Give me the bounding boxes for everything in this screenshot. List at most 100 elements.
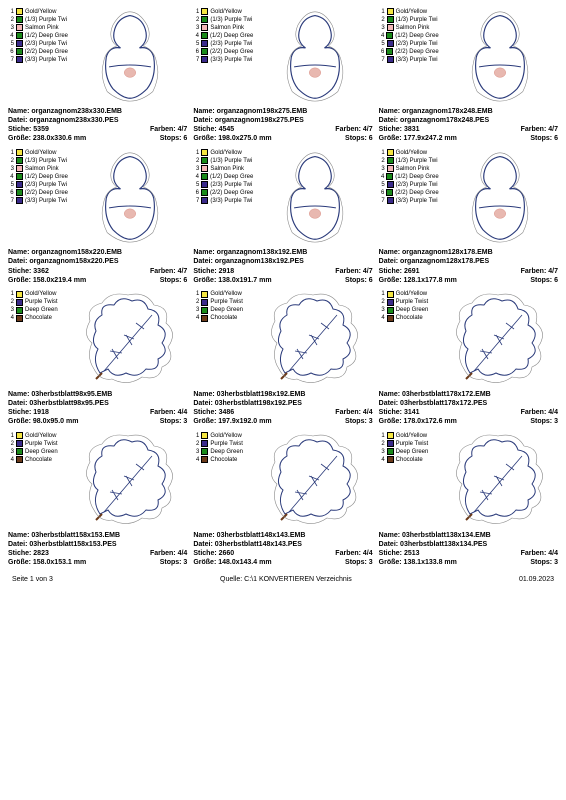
- legend-row: 1Gold/Yellow: [379, 291, 439, 298]
- legend-row: 4(1/2) Deep Gree: [8, 173, 68, 180]
- legend-row: 1Gold/Yellow: [8, 291, 68, 298]
- legend-row: 4Chocolate: [8, 456, 68, 463]
- legend-row: 1Gold/Yellow: [8, 432, 68, 439]
- color-legend: 1Gold/Yellow2(1/3) Purple Twi3Salmon Pin…: [379, 8, 439, 103]
- legend-row: 2(1/3) Purple Twi: [379, 157, 439, 164]
- design-info: Name: organzagnom178x248.EMBDatei: organ…: [379, 107, 558, 143]
- color-legend: 1Gold/Yellow2Purple Twist3Deep Green4Cho…: [8, 432, 68, 527]
- color-legend: 1Gold/Yellow2(1/3) Purple Twi3Salmon Pin…: [193, 149, 253, 244]
- legend-row: 3Salmon Pink: [193, 24, 253, 31]
- legend-row: 2(1/3) Purple Twi: [193, 157, 253, 164]
- legend-row: 3Salmon Pink: [379, 24, 439, 31]
- legend-row: 4(1/2) Deep Gree: [193, 32, 253, 39]
- design-info: Name: organzagnom128x178.EMBDatei: organ…: [379, 248, 558, 284]
- legend-row: 5(2/3) Purple Twi: [193, 181, 253, 188]
- legend-row: 5(2/3) Purple Twi: [193, 40, 253, 47]
- legend-row: 1Gold/Yellow: [193, 149, 253, 156]
- legend-row: 2Purple Twist: [8, 440, 68, 447]
- color-legend: 1Gold/Yellow2Purple Twist3Deep Green4Cho…: [193, 432, 253, 527]
- legend-row: 2(1/3) Purple Twi: [379, 16, 439, 23]
- design-thumbnail: [72, 291, 187, 386]
- design-cell: 1Gold/Yellow2Purple Twist3Deep Green4Cho…: [193, 291, 372, 426]
- legend-row: 1Gold/Yellow: [193, 8, 253, 15]
- legend-row: 4Chocolate: [379, 456, 439, 463]
- legend-row: 3Deep Green: [379, 448, 439, 455]
- legend-row: 4Chocolate: [193, 315, 253, 322]
- color-legend: 1Gold/Yellow2Purple Twist3Deep Green4Cho…: [193, 291, 253, 386]
- legend-row: 2(1/3) Purple Twi: [193, 16, 253, 23]
- source: Quelle: C:\1 KONVERTIEREN Verzeichnis: [220, 576, 352, 583]
- legend-row: 3Salmon Pink: [8, 24, 68, 31]
- color-legend: 1Gold/Yellow2Purple Twist3Deep Green4Cho…: [379, 291, 439, 386]
- legend-row: 3Deep Green: [193, 307, 253, 314]
- legend-row: 3Deep Green: [8, 307, 68, 314]
- legend-row: 5(2/3) Purple Twi: [8, 40, 68, 47]
- legend-row: 1Gold/Yellow: [193, 432, 253, 439]
- design-cell: 1Gold/Yellow2(1/3) Purple Twi3Salmon Pin…: [379, 8, 558, 143]
- legend-row: 6(2/2) Deep Gree: [8, 189, 68, 196]
- design-info: Name: 03herbstblatt98x95.EMBDatei: 03her…: [8, 390, 187, 426]
- design-info: Name: 03herbstblatt158x153.EMBDatei: 03h…: [8, 531, 187, 567]
- legend-row: 1Gold/Yellow: [379, 8, 439, 15]
- legend-row: 4Chocolate: [193, 456, 253, 463]
- legend-row: 6(2/2) Deep Gree: [193, 189, 253, 196]
- legend-row: 3Salmon Pink: [379, 165, 439, 172]
- legend-row: 1Gold/Yellow: [193, 291, 253, 298]
- design-info: Name: 03herbstblatt178x172.EMBDatei: 03h…: [379, 390, 558, 426]
- legend-row: 7(3/3) Purple Twi: [379, 197, 439, 204]
- legend-row: 3Salmon Pink: [193, 165, 253, 172]
- legend-row: 6(2/2) Deep Gree: [8, 48, 68, 55]
- legend-row: 5(2/3) Purple Twi: [8, 181, 68, 188]
- legend-row: 4Chocolate: [8, 315, 68, 322]
- legend-row: 2Purple Twist: [8, 299, 68, 306]
- design-cell: 1Gold/Yellow2Purple Twist3Deep Green4Cho…: [379, 291, 558, 426]
- design-cell: 1Gold/Yellow2Purple Twist3Deep Green4Cho…: [379, 432, 558, 567]
- legend-row: 5(2/3) Purple Twi: [379, 181, 439, 188]
- legend-row: 2(1/3) Purple Twi: [8, 16, 68, 23]
- design-info: Name: organzagnom138x192.EMBDatei: organ…: [193, 248, 372, 284]
- legend-row: 2Purple Twist: [379, 440, 439, 447]
- color-legend: 1Gold/Yellow2(1/3) Purple Twi3Salmon Pin…: [8, 149, 68, 244]
- design-grid: 1Gold/Yellow2(1/3) Purple Twi3Salmon Pin…: [8, 8, 558, 568]
- footer: Seite 1 von 3 Quelle: C:\1 KONVERTIEREN …: [8, 576, 558, 583]
- design-info: Name: organzagnom198x275.EMBDatei: organ…: [193, 107, 372, 143]
- design-cell: 1Gold/Yellow2Purple Twist3Deep Green4Cho…: [193, 432, 372, 567]
- design-thumbnail: [72, 432, 187, 527]
- color-legend: 1Gold/Yellow2(1/3) Purple Twi3Salmon Pin…: [379, 149, 439, 244]
- design-cell: 1Gold/Yellow2(1/3) Purple Twi3Salmon Pin…: [8, 149, 187, 284]
- legend-row: 3Salmon Pink: [8, 165, 68, 172]
- color-legend: 1Gold/Yellow2Purple Twist3Deep Green4Cho…: [379, 432, 439, 527]
- legend-row: 2Purple Twist: [193, 299, 253, 306]
- color-legend: 1Gold/Yellow2(1/3) Purple Twi3Salmon Pin…: [8, 8, 68, 103]
- legend-row: 2(1/3) Purple Twi: [8, 157, 68, 164]
- legend-row: 1Gold/Yellow: [8, 149, 68, 156]
- page-num: Seite 1 von 3: [12, 576, 53, 583]
- design-thumbnail: [443, 149, 558, 244]
- design-thumbnail: [257, 8, 372, 103]
- design-cell: 1Gold/Yellow2(1/3) Purple Twi3Salmon Pin…: [193, 149, 372, 284]
- legend-row: 1Gold/Yellow: [8, 8, 68, 15]
- legend-row: 5(2/3) Purple Twi: [379, 40, 439, 47]
- design-info: Name: organzagnom238x330.EMBDatei: organ…: [8, 107, 187, 143]
- design-cell: 1Gold/Yellow2(1/3) Purple Twi3Salmon Pin…: [379, 149, 558, 284]
- legend-row: 6(2/2) Deep Gree: [379, 189, 439, 196]
- design-thumbnail: [257, 291, 372, 386]
- legend-row: 2Purple Twist: [379, 299, 439, 306]
- date: 01.09.2023: [519, 576, 554, 583]
- legend-row: 4Chocolate: [379, 315, 439, 322]
- color-legend: 1Gold/Yellow2Purple Twist3Deep Green4Cho…: [8, 291, 68, 386]
- design-thumbnail: [443, 291, 558, 386]
- legend-row: 7(3/3) Purple Twi: [193, 197, 253, 204]
- design-info: Name: 03herbstblatt138x134.EMBDatei: 03h…: [379, 531, 558, 567]
- design-thumbnail: [72, 149, 187, 244]
- legend-row: 1Gold/Yellow: [379, 149, 439, 156]
- legend-row: 3Deep Green: [193, 448, 253, 455]
- legend-row: 3Deep Green: [379, 307, 439, 314]
- design-info: Name: 03herbstblatt148x143.EMBDatei: 03h…: [193, 531, 372, 567]
- design-thumbnail: [257, 432, 372, 527]
- legend-row: 4(1/2) Deep Gree: [8, 32, 68, 39]
- design-thumbnail: [443, 432, 558, 527]
- design-info: Name: organzagnom158x220.EMBDatei: organ…: [8, 248, 187, 284]
- legend-row: 7(3/3) Purple Twi: [8, 197, 68, 204]
- design-thumbnail: [257, 149, 372, 244]
